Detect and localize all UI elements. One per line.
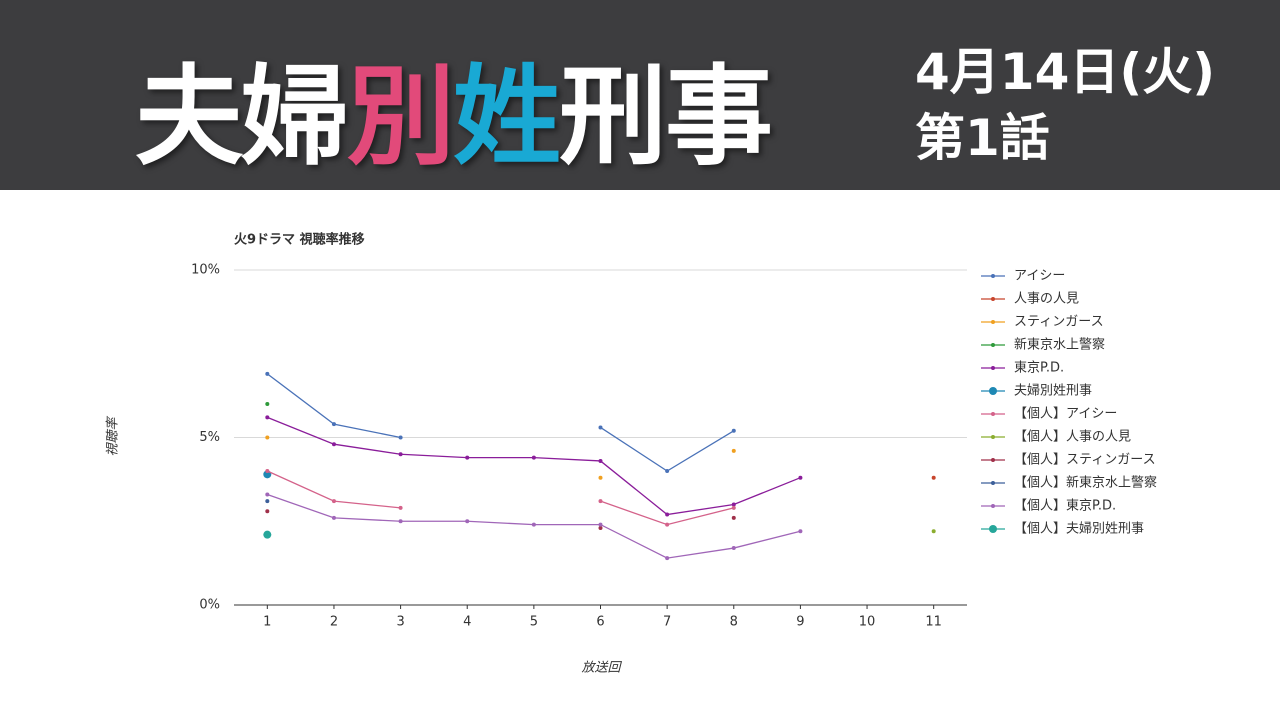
data-point	[598, 499, 603, 504]
data-point	[731, 502, 736, 507]
data-point	[331, 499, 336, 504]
legend-swatch-dot	[989, 525, 997, 533]
data-point	[398, 505, 403, 510]
chart-title: 火9ドラマ 視聴率推移	[234, 232, 365, 248]
data-point	[331, 422, 336, 427]
data-point	[398, 452, 403, 457]
legend-swatch-dot	[991, 274, 995, 278]
x-tick-label: 6	[596, 615, 604, 630]
data-point	[531, 522, 536, 527]
y-tick-label: 5%	[199, 430, 220, 445]
series-line	[266, 373, 735, 472]
data-point	[931, 529, 936, 534]
data-point	[665, 469, 670, 473]
data-point	[465, 519, 470, 524]
data-point	[598, 458, 603, 463]
legend-label: 【個人】新東京水上警察	[1014, 475, 1157, 491]
data-point	[265, 469, 270, 473]
x-tick-label: 2	[330, 615, 338, 630]
data-point	[598, 522, 603, 527]
legend-label: スティンガース	[1014, 315, 1104, 330]
data-point	[265, 402, 270, 406]
x-tick-label: 4	[463, 615, 471, 630]
data-point	[263, 530, 272, 539]
y-tick-label: 10%	[191, 263, 220, 278]
data-point	[731, 448, 736, 453]
x-tick-label: 5	[530, 615, 538, 630]
x-axis-label: 放送回	[581, 661, 622, 676]
data-point	[265, 371, 270, 376]
show-title: 夫婦別姓刑事	[135, 30, 773, 186]
data-point	[598, 475, 603, 480]
legend-label: 【個人】スティンガース	[1014, 453, 1156, 468]
episode: 第1話	[915, 109, 1050, 167]
data-point	[265, 509, 270, 514]
title-segment: 刑事	[559, 55, 773, 180]
data-point	[798, 475, 803, 480]
legend-label: 【個人】人事の人見	[1014, 430, 1131, 445]
legend-swatch-dot	[991, 412, 995, 416]
legend-swatch-dot	[991, 343, 995, 347]
legend-swatch-dot	[989, 387, 997, 395]
legend-swatch-dot	[991, 504, 995, 508]
data-point	[265, 492, 270, 497]
data-point	[598, 525, 603, 530]
x-tick-label: 1	[263, 615, 271, 630]
title-segment: 別	[347, 55, 455, 180]
series-line	[267, 470, 734, 526]
legend-swatch-dot	[991, 435, 995, 439]
legend-label: 【個人】東京P.D.	[1014, 498, 1116, 514]
series-line	[267, 416, 801, 516]
legend-swatch-dot	[991, 297, 995, 301]
data-point	[731, 428, 736, 433]
data-point	[731, 515, 736, 520]
legend-swatch-dot	[991, 458, 995, 462]
air-date: 4月14日(火)	[915, 43, 1216, 101]
banner: 夫婦別姓刑事 4月14日(火) 第1話	[0, 0, 1280, 190]
legend-label: 東京P.D.	[1014, 360, 1064, 376]
legend-label: 夫婦別姓刑事	[1014, 383, 1092, 399]
x-tick-label: 11	[925, 615, 942, 630]
data-point	[665, 556, 670, 561]
legend-swatch-dot	[991, 481, 995, 485]
legend-label: 新東京水上警察	[1014, 337, 1105, 353]
y-axis-label: 視聴率	[105, 416, 121, 457]
data-point	[731, 505, 736, 510]
x-tick-label: 3	[396, 615, 404, 630]
data-point	[398, 435, 403, 440]
data-point	[331, 442, 336, 447]
data-point	[665, 512, 670, 517]
title-segment: 夫婦	[135, 55, 349, 180]
data-point	[531, 455, 536, 460]
chart: 火9ドラマ 視聴率推移 放送回 視聴率 0% 5% 10% 1 2 3 4 5 6 7 8 9 10 11…	[105, 232, 1158, 676]
data-point	[798, 529, 803, 534]
data-point	[265, 499, 270, 504]
legend-label: 【個人】夫婦別姓刑事	[1014, 521, 1144, 537]
legend-swatch-dot	[991, 320, 995, 324]
data-point	[331, 515, 336, 520]
legend-label: アイシー	[1014, 269, 1065, 284]
data-point	[265, 415, 270, 420]
x-tick-label: 8	[730, 615, 738, 630]
x-tick-label: 10	[859, 615, 876, 630]
data-point	[665, 522, 670, 527]
y-tick-label: 0%	[199, 598, 220, 613]
data-point	[265, 435, 270, 440]
x-tick-label: 7	[663, 615, 671, 630]
data-point	[931, 475, 936, 480]
data-point	[465, 455, 470, 460]
data-point	[731, 546, 736, 551]
legend-label: 【個人】アイシー	[1014, 407, 1117, 422]
data-point	[598, 425, 603, 430]
legend-label: 人事の人見	[1014, 292, 1079, 307]
title-segment: 姓	[453, 55, 561, 180]
x-tick-label: 9	[796, 615, 804, 630]
legend-swatch-dot	[991, 366, 995, 370]
data-point	[398, 519, 403, 524]
